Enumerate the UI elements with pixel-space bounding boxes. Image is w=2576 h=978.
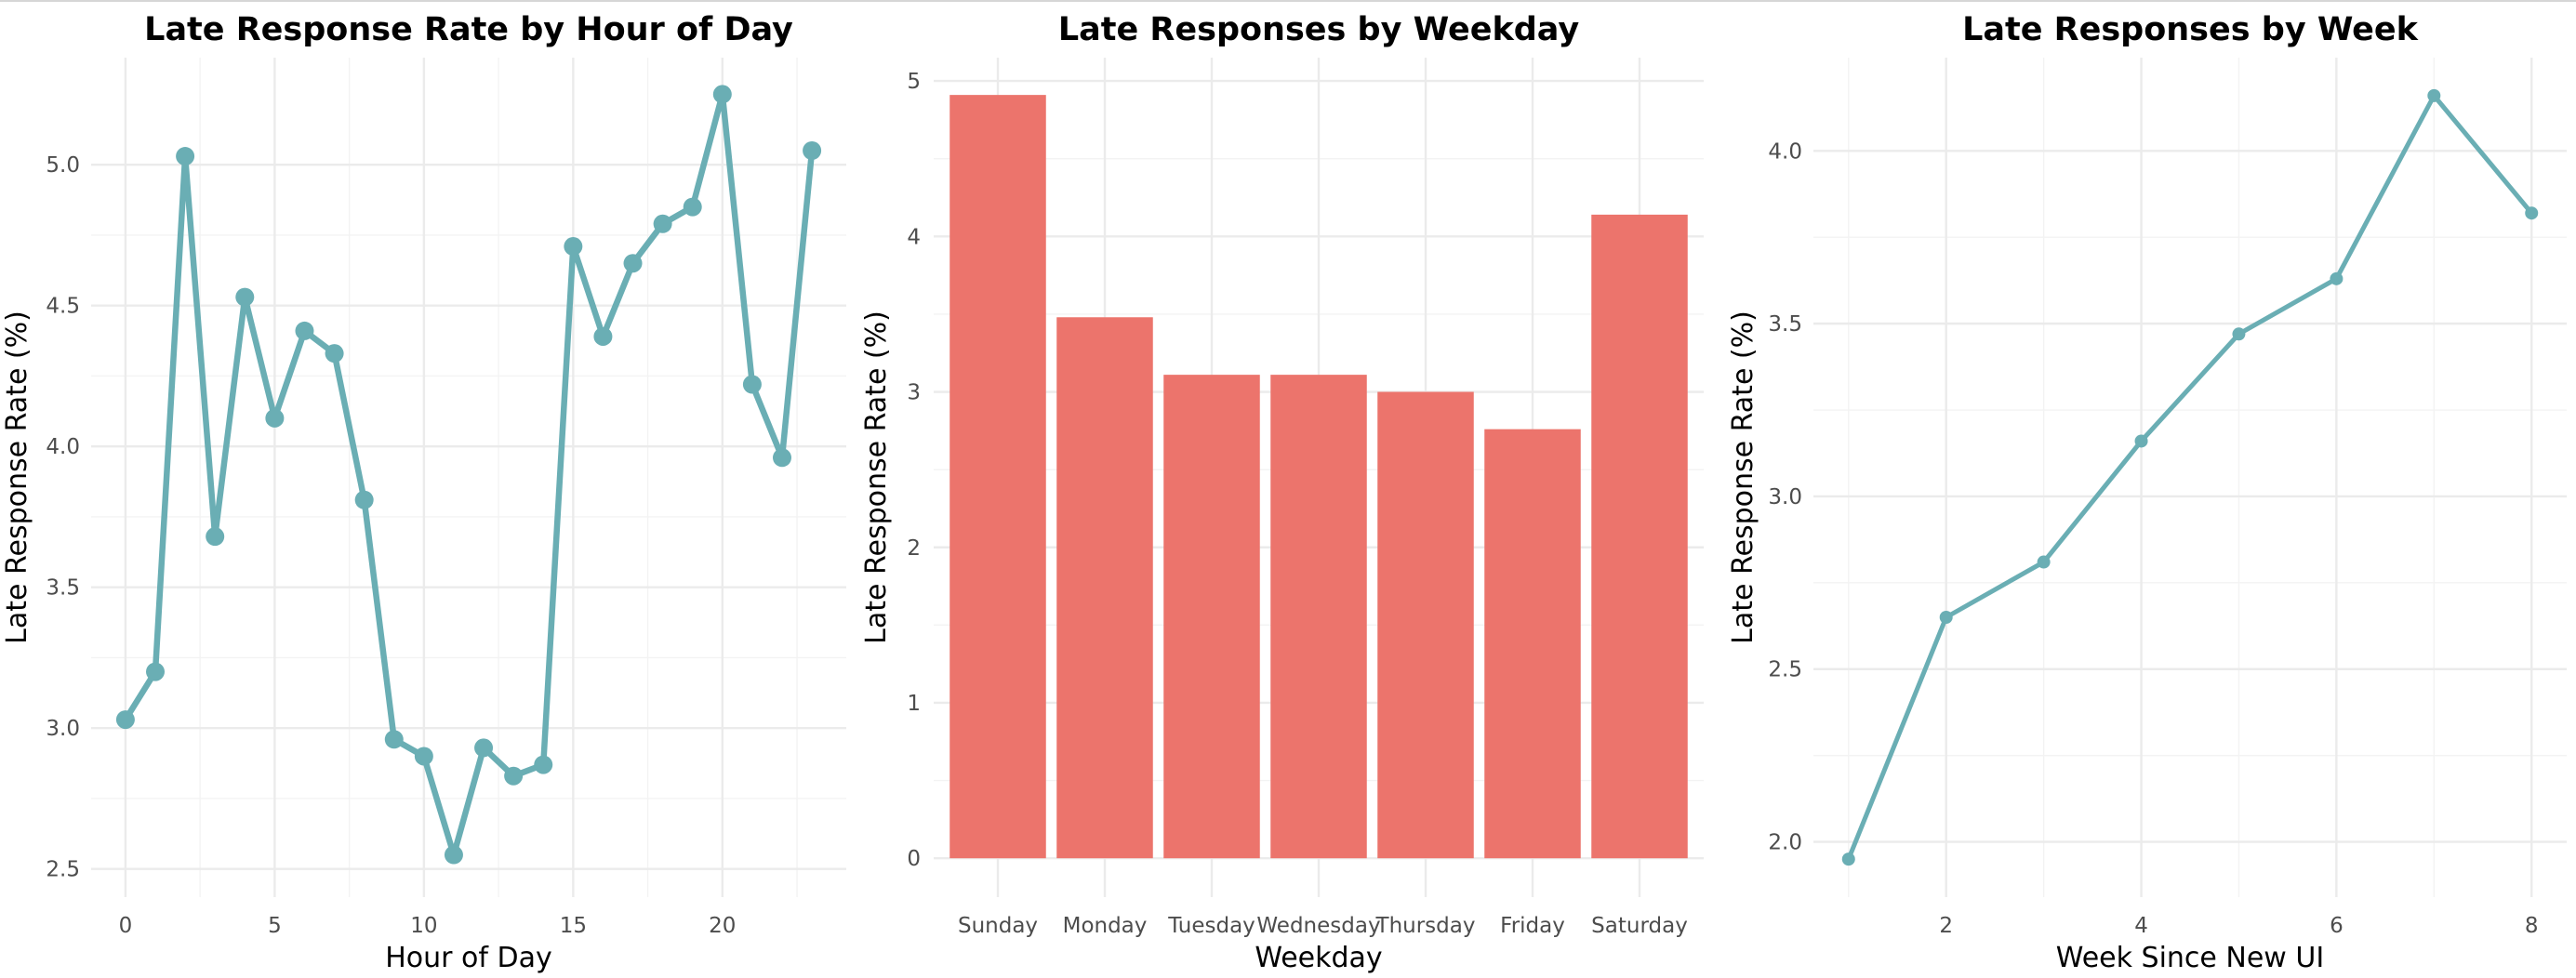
data-point (1939, 611, 1953, 624)
data-point (265, 408, 285, 428)
data-point (593, 326, 613, 346)
x-tick-label: 4 (2134, 914, 2148, 938)
x-axis-title: Hour of Day (385, 942, 552, 974)
x-tick-label: Tuesday (1167, 914, 1255, 938)
chart-hourly-line: 2.5 3.0 3.5 4.0 4.5 5.0 0 5 10 15 20 Late Response … (1, 11, 846, 974)
y-tick-label: 4.0 (46, 435, 80, 459)
y-tick-label: 2.5 (46, 858, 80, 882)
data-point (146, 662, 166, 681)
x-tick-label: 5 (268, 914, 282, 938)
y-axis-title: Late Response Rate (%) (860, 311, 893, 644)
bar (1163, 375, 1260, 859)
series-line (122, 91, 816, 858)
y-tick-label: 3.0 (1768, 485, 1802, 509)
x-tick-label: 10 (410, 914, 437, 938)
y-tick-label: 5 (907, 70, 921, 94)
data-point (444, 845, 463, 865)
data-point (2330, 271, 2344, 285)
y-tick-label: 3.5 (1768, 312, 1802, 337)
y-tick-label: 5.0 (46, 153, 80, 178)
data-point (474, 738, 494, 758)
data-point (742, 375, 762, 394)
gridlines (1813, 58, 2567, 897)
x-tick-label: 2 (1939, 914, 1953, 938)
bar (949, 95, 1046, 859)
x-tick-label: 15 (560, 914, 587, 938)
y-axis-title: Late Response Rate (%) (1727, 311, 1759, 644)
data-point (325, 344, 344, 363)
chart-weekday-bar: 0 1 2 3 4 5 Sunday Monday Tuesday WednesdayThursd… (860, 11, 1704, 974)
data-point (534, 755, 553, 774)
bar (1591, 214, 1688, 859)
data-point (772, 448, 791, 468)
x-tick-label: Friday (1500, 914, 1565, 938)
bar (1377, 391, 1474, 859)
data-point (564, 237, 583, 257)
x-tick-label: Thursday (1375, 914, 1476, 938)
x-tick-label: Monday (1063, 914, 1148, 938)
x-tick-label: 8 (2525, 914, 2539, 938)
data-point (803, 140, 822, 160)
data-point (683, 197, 702, 217)
data-point (206, 527, 225, 547)
x-tick-label: 20 (709, 914, 736, 938)
x-axis-title: Weekday (1255, 942, 1382, 974)
gridlines (91, 58, 846, 897)
data-point (235, 287, 255, 307)
data-point (176, 147, 195, 166)
chart-title: Late Responses by Weekday (1058, 11, 1579, 48)
data-point (295, 321, 314, 340)
y-tick-label: 1 (907, 692, 921, 716)
x-tick-label: 6 (2330, 914, 2344, 938)
x-axis-title: Week Since New UI (2056, 942, 2324, 974)
data-point (1841, 852, 1855, 866)
y-tick-label: 2.0 (1768, 831, 1802, 855)
chart-weekly-line: 2.0 2.5 3.0 3.5 4.0 2 4 6 8 Late Responses by Wee… (1727, 11, 2567, 974)
y-tick-label: 3 (907, 381, 921, 405)
data-point (2134, 434, 2148, 448)
data-point (504, 766, 524, 786)
x-tick-label: 0 (119, 914, 133, 938)
bar (1056, 317, 1153, 859)
bar (1270, 375, 1367, 859)
bar (1484, 429, 1581, 859)
data-point (2525, 206, 2539, 220)
data-point (354, 490, 374, 509)
x-tick-label: Wednesday (1256, 914, 1380, 938)
y-tick-label: 0 (907, 847, 921, 871)
data-point (384, 730, 404, 749)
data-point (712, 85, 732, 104)
data-point (2037, 555, 2051, 569)
x-tick-label: Saturday (1591, 914, 1688, 938)
data-point (2427, 88, 2441, 102)
y-tick-label: 2 (907, 536, 921, 561)
y-axis-title: Late Response Rate (%) (1, 311, 33, 644)
y-tick-label: 3.0 (46, 717, 80, 741)
series-line (1846, 93, 2534, 862)
y-tick-label: 4 (907, 225, 921, 249)
chart-title: Late Response Rate by Hour of Day (144, 11, 793, 48)
y-tick-label: 4.0 (1768, 139, 1802, 164)
y-tick-label: 4.5 (46, 295, 80, 319)
data-point (115, 710, 135, 730)
top-border (0, 0, 2576, 2)
data-point (414, 747, 433, 766)
data-point (623, 254, 643, 273)
x-tick-label: Sunday (958, 914, 1038, 938)
y-tick-label: 3.5 (46, 576, 80, 601)
y-tick-label: 2.5 (1768, 658, 1802, 682)
data-point (653, 214, 672, 233)
chart-title: Late Responses by Week (1962, 11, 2419, 48)
data-point (2232, 327, 2246, 341)
